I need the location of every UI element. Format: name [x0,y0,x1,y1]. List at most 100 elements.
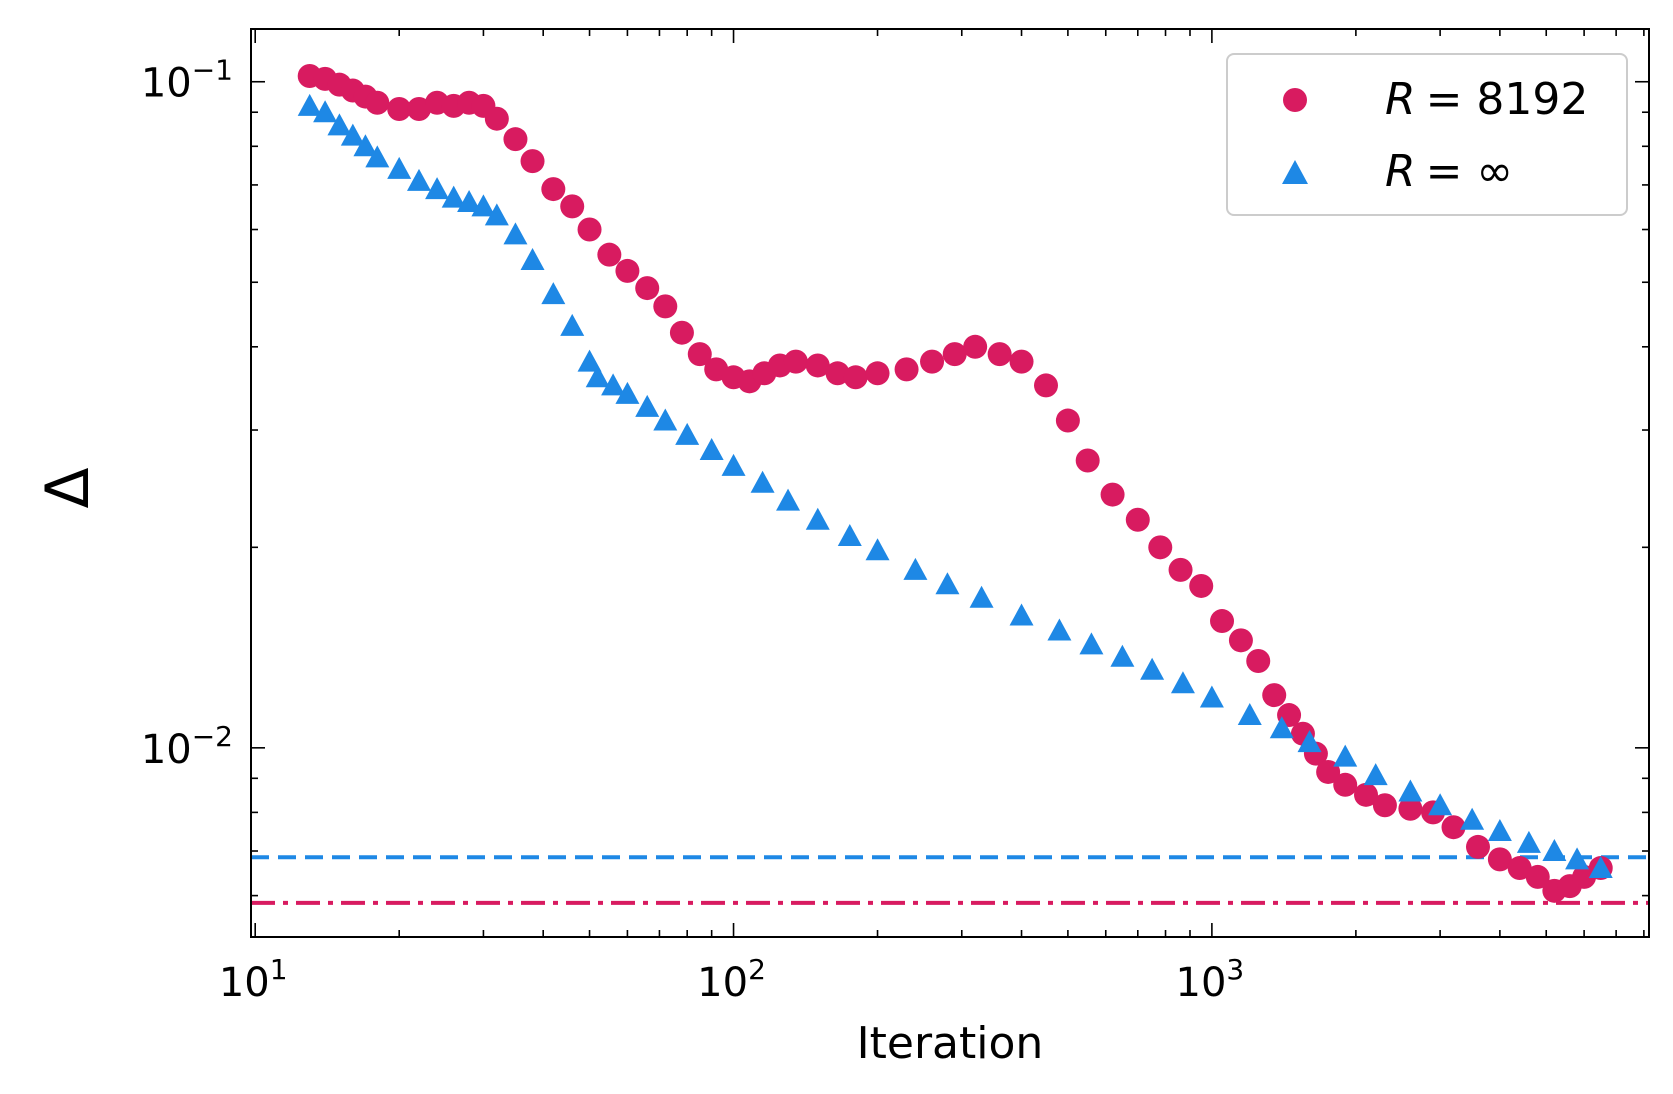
y-tick-labels: 10−110−2 [141,54,233,773]
data-point [1125,507,1150,532]
x-tick-label: 101 [219,953,288,1006]
data-point [1269,716,1294,739]
data-point [1148,535,1173,560]
y-tick-label-base: 10 [141,727,192,773]
data-point [805,353,830,378]
data-point [1055,408,1080,433]
data-point [1372,793,1397,818]
legend-marker-triangle [1282,160,1308,184]
plot-frame [250,28,1650,938]
data-point [865,538,890,561]
data-point [865,361,890,386]
data-point [1588,856,1613,879]
data-point [520,247,545,270]
x-tick-label-exponent: 1 [270,953,288,986]
data-point [577,217,602,242]
data-point [327,113,352,136]
legend-entry-1-var: R [1385,74,1416,125]
data-point [297,93,322,116]
data-point [1398,779,1423,802]
y-tick-label: 10−1 [141,54,233,107]
data-point [353,134,378,157]
data-point [1363,763,1388,786]
x-tick-label: 102 [697,953,766,1006]
data-point [520,149,545,174]
reference-lines [251,855,1649,905]
data-point [597,242,622,267]
data-point [1100,482,1125,507]
y-tick-label-base: 10 [141,61,192,107]
data-point [969,585,994,608]
data-point [942,342,967,367]
data-point [699,437,724,460]
legend-box [1226,53,1628,216]
data-point [1228,628,1253,653]
data-point [601,373,626,396]
data-point [1033,373,1058,398]
data-point [471,194,496,217]
y-axis-label: Δ [33,467,103,508]
data-point [1009,603,1034,626]
x-tick-label-base: 10 [697,960,748,1006]
x-tick-label-base: 10 [219,960,270,1006]
data-point [615,258,640,283]
data-point [635,394,660,417]
data-point [585,365,610,388]
data-point [1333,744,1358,767]
data-point [1487,847,1512,872]
legend-entry-1: R = 8192 [1385,74,1588,125]
data-point [675,422,700,445]
data-point [1542,839,1567,862]
legend-entry-2-var: R [1385,146,1416,197]
data-point [1333,772,1358,797]
y-tick-label-exponent: −1 [192,54,233,87]
data-point [1009,349,1034,374]
data-point [365,90,390,115]
data-point [615,381,640,404]
data-point [669,320,694,345]
data-point [776,488,801,511]
data-point [1210,609,1235,634]
data-point [837,523,862,546]
legend: R = 8192 R = ∞ [1226,53,1628,216]
data-point [903,557,928,580]
data-point [503,222,528,245]
data-point [387,97,412,122]
data-point [783,349,808,374]
data-point [1428,793,1453,816]
y-tick-label: 10−2 [141,720,233,773]
data-point [825,361,850,386]
data-point [935,572,960,595]
series-2 [297,93,1613,879]
data-point [1354,782,1379,807]
data-point [1516,830,1541,853]
data-point [1079,632,1104,655]
data-point [1565,847,1590,870]
data-point [560,313,585,336]
data-point [1441,815,1466,840]
data-point [1110,644,1135,667]
data-point [577,349,602,372]
data-point [1487,819,1512,842]
x-tick-label-exponent: 3 [1226,953,1244,986]
x-tick-label-exponent: 2 [748,953,766,986]
x-axis-label: Iteration [857,1018,1044,1069]
data-point [406,168,431,191]
data-point [425,177,450,200]
data-point [1168,557,1193,582]
data-point [503,127,528,152]
data-point [1237,703,1262,726]
ticks-layer [251,29,1649,937]
data-point [687,342,712,367]
data-point [1525,864,1550,889]
legend-entry-2: R = ∞ [1385,146,1513,197]
data-point [560,194,585,219]
data-point [1047,618,1072,641]
data-point [653,408,678,431]
series-layer [297,64,1613,903]
data-point [1460,807,1485,830]
x-tick-labels: 101 102 103 [219,953,1244,1006]
data-point [1140,657,1165,680]
data-point [1262,683,1287,708]
